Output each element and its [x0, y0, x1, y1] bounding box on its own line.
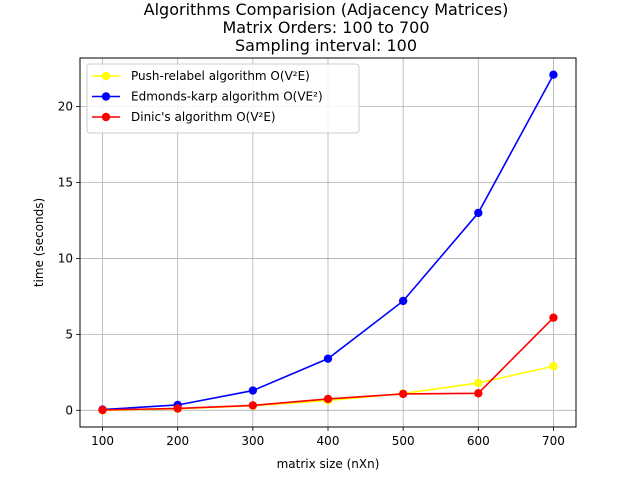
data-point	[474, 208, 483, 218]
y-axis-ticks: 0 5 10 15 20	[58, 100, 80, 417]
y-tick-label: 10	[58, 251, 73, 265]
x-axis-ticks: 100 200 300 400 500 600 700	[91, 427, 565, 448]
legend-label: Push-relabel algorithm O(V²E)	[131, 69, 310, 83]
data-point	[98, 405, 107, 415]
x-tick-label: 400	[317, 434, 340, 448]
y-tick-label: 0	[65, 403, 73, 417]
data-point	[398, 296, 408, 306]
x-tick-label: 700	[542, 434, 565, 448]
chart-title-line: Matrix Orders: 100 to 700	[222, 18, 429, 37]
data-point	[549, 70, 558, 79]
legend-item: Push-relabel algorithm O(V²E)	[92, 69, 310, 83]
legend-item: Dinic's algorithm O(V²E)	[92, 110, 276, 124]
data-point	[474, 378, 483, 388]
chart-title-line: Sampling interval: 100	[235, 36, 417, 55]
data-point	[549, 362, 558, 371]
data-point	[248, 386, 258, 395]
legend-swatch-marker	[101, 112, 111, 122]
data-point	[323, 354, 333, 363]
data-point	[323, 394, 333, 404]
y-tick-label: 20	[58, 100, 73, 114]
data-point	[248, 401, 258, 410]
x-tick-label: 200	[166, 434, 189, 448]
legend-label: Edmonds-karp algorithm O(VE²)	[131, 90, 323, 104]
legend-swatch-marker	[101, 71, 111, 81]
x-tick-label: 300	[241, 434, 264, 448]
x-tick-label: 500	[392, 434, 415, 448]
chart-title: Algorithms Comparision (Adjacency Matric…	[144, 0, 509, 55]
chart-title-line: Algorithms Comparision (Adjacency Matric…	[144, 0, 509, 19]
data-point	[474, 389, 483, 398]
x-tick-label: 600	[467, 434, 490, 448]
legend-item: Edmonds-karp algorithm O(VE²)	[92, 90, 323, 104]
legend-swatch-marker	[101, 92, 111, 101]
legend-label: Dinic's algorithm O(V²E)	[131, 110, 276, 124]
series-layer	[98, 70, 558, 415]
y-tick-label: 15	[58, 176, 73, 190]
data-point	[398, 389, 408, 399]
data-point	[549, 313, 558, 322]
data-point	[173, 404, 182, 413]
legend: Push-relabel algorithm O(V²E) Edmonds-kar…	[86, 63, 360, 134]
series-2	[98, 313, 558, 415]
legend-box	[86, 63, 360, 134]
y-tick-label: 5	[65, 327, 73, 341]
y-axis-label: time (seconds)	[32, 198, 46, 287]
x-axis-label: matrix size (nXn)	[277, 457, 380, 471]
x-tick-label: 100	[91, 434, 114, 448]
